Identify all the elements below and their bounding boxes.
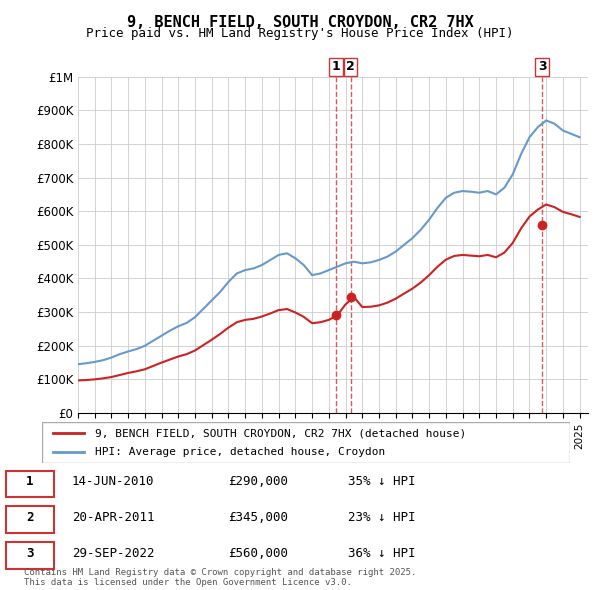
Text: 23% ↓ HPI: 23% ↓ HPI [348,511,415,524]
Text: 2: 2 [26,511,34,524]
FancyBboxPatch shape [6,471,54,497]
Text: 14-JUN-2010: 14-JUN-2010 [72,476,155,489]
Text: 1: 1 [332,60,341,73]
Text: 9, BENCH FIELD, SOUTH CROYDON, CR2 7HX (detached house): 9, BENCH FIELD, SOUTH CROYDON, CR2 7HX (… [95,428,466,438]
Text: Price paid vs. HM Land Registry's House Price Index (HPI): Price paid vs. HM Land Registry's House … [86,27,514,40]
Text: £290,000: £290,000 [228,476,288,489]
Text: £560,000: £560,000 [228,547,288,560]
Text: 3: 3 [538,60,547,73]
Text: Contains HM Land Registry data © Crown copyright and database right 2025.
This d: Contains HM Land Registry data © Crown c… [24,568,416,587]
Text: 20-APR-2011: 20-APR-2011 [72,511,155,524]
Text: 1: 1 [26,476,34,489]
Text: 2: 2 [346,60,355,73]
Text: HPI: Average price, detached house, Croydon: HPI: Average price, detached house, Croy… [95,447,385,457]
Text: £345,000: £345,000 [228,511,288,524]
Text: 3: 3 [26,547,34,560]
Text: 36% ↓ HPI: 36% ↓ HPI [348,547,415,560]
FancyBboxPatch shape [6,542,54,569]
Text: 29-SEP-2022: 29-SEP-2022 [72,547,155,560]
FancyBboxPatch shape [42,422,570,463]
FancyBboxPatch shape [6,506,54,533]
Text: 35% ↓ HPI: 35% ↓ HPI [348,476,415,489]
Text: 9, BENCH FIELD, SOUTH CROYDON, CR2 7HX: 9, BENCH FIELD, SOUTH CROYDON, CR2 7HX [127,15,473,30]
